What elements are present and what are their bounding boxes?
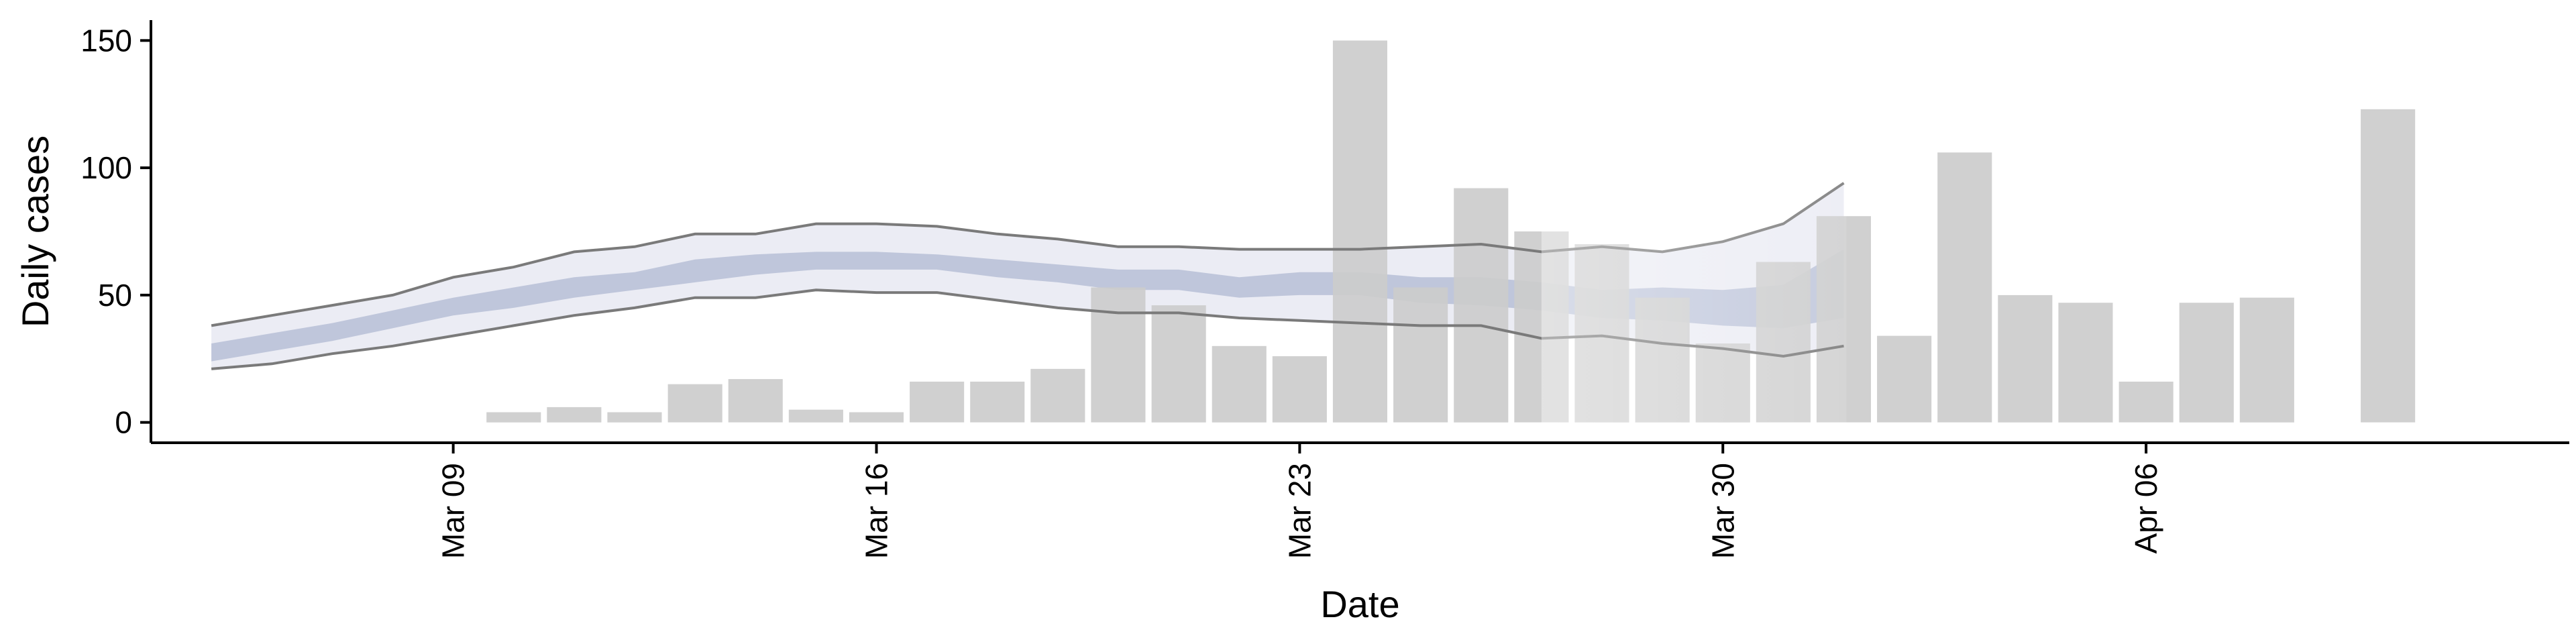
x-axis-title: Date: [1320, 583, 1399, 625]
bar-2020-03-26: [1454, 188, 1509, 423]
bar-2020-03-14: [728, 379, 783, 423]
estimate-lines: [211, 20, 1847, 443]
x-tick-label-2020-03-23: Mar 23: [1282, 463, 1317, 559]
bar-2020-03-17: [910, 381, 965, 423]
bar-2020-04-03: [1937, 152, 1992, 423]
bar-2020-03-24: [1332, 40, 1387, 423]
ci-50-band: [211, 249, 1844, 362]
x-tick-label-2020-04-06: Apr 06: [2129, 463, 2163, 554]
y-tick-label-50: 50: [98, 278, 132, 313]
axes-layer: 0 50 100 150 Mar 09 Mar 16 Mar 23 Mar 30 Apr 06: [80, 20, 2569, 559]
bar-2020-03-23: [1272, 356, 1327, 423]
bar-2020-04-05: [2058, 303, 2113, 423]
y-tick-label-150: 150: [80, 23, 132, 58]
bar-2020-04-04: [1998, 294, 2053, 423]
bar-2020-03-12: [607, 412, 662, 423]
y-tick-label-0: 0: [115, 405, 132, 440]
bar-2020-04-06: [2118, 381, 2174, 423]
y-tick-label-100: 100: [80, 150, 132, 185]
bar-2020-04-08: [2239, 297, 2294, 423]
x-tick-label-2020-03-30: Mar 30: [1705, 463, 1740, 559]
bar-2020-04-07: [2179, 303, 2234, 423]
bar-2020-03-25: [1393, 287, 1448, 423]
bar-2020-03-21: [1151, 305, 1206, 423]
bar-2020-03-10: [486, 412, 541, 423]
projection-fade: [1541, 20, 1847, 443]
bar-2020-04-02: [1877, 335, 1932, 423]
y-axis-title: Daily cases: [14, 136, 56, 327]
bar-2020-03-11: [547, 407, 602, 423]
bar-2020-03-15: [788, 409, 843, 423]
bar-2020-03-22: [1212, 345, 1267, 423]
bar-2020-03-20: [1091, 287, 1146, 423]
bar-2020-03-19: [1030, 368, 1085, 423]
x-tick-label-2020-03-09: Mar 09: [436, 463, 471, 559]
bar-2020-03-13: [667, 384, 722, 423]
bar-2020-03-16: [849, 412, 904, 423]
bar-2020-03-18: [970, 381, 1025, 423]
bar-2020-04-10: [2361, 109, 2416, 423]
x-tick-label-2020-03-16: Mar 16: [859, 463, 894, 559]
